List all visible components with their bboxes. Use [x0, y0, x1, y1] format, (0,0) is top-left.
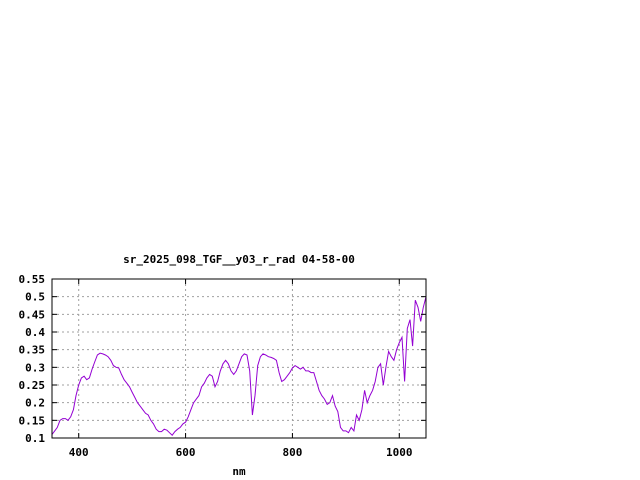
- y-tick-label: 0.25: [19, 379, 46, 392]
- y-tick-label: 0.15: [19, 414, 46, 427]
- y-tick-labels: 0.1 0.15 0.2 0.25 0.3 0.35 0.4 0.45 0.5 0.55: [19, 273, 46, 445]
- x-tick-label: 1000: [386, 446, 413, 459]
- x-axis-label: nm: [232, 465, 246, 478]
- plot-frame: [51, 278, 427, 439]
- series-layer: [51, 296, 427, 436]
- x-tick-label: 600: [176, 446, 196, 459]
- y-tick-label: 0.55: [19, 273, 46, 286]
- tick-marks: [52, 278, 426, 439]
- x-tick-label: 400: [69, 446, 89, 459]
- series-line: [51, 296, 427, 436]
- y-tick-label: 0.45: [19, 308, 46, 321]
- x-tick-labels: 400 600 800 1000: [69, 446, 413, 459]
- y-tick-label: 0.4: [25, 326, 45, 339]
- chart-title: sr_2025_098_TGF__y03_r_rad 04-58-00: [123, 253, 355, 266]
- grid: [52, 279, 426, 438]
- y-tick-label: 0.3: [25, 361, 45, 374]
- y-tick-label: 0.1: [25, 432, 45, 445]
- y-tick-label: 0.35: [19, 344, 46, 357]
- y-tick-label: 0.2: [25, 397, 45, 410]
- y-tick-label: 0.5: [25, 291, 45, 304]
- x-tick-label: 800: [282, 446, 302, 459]
